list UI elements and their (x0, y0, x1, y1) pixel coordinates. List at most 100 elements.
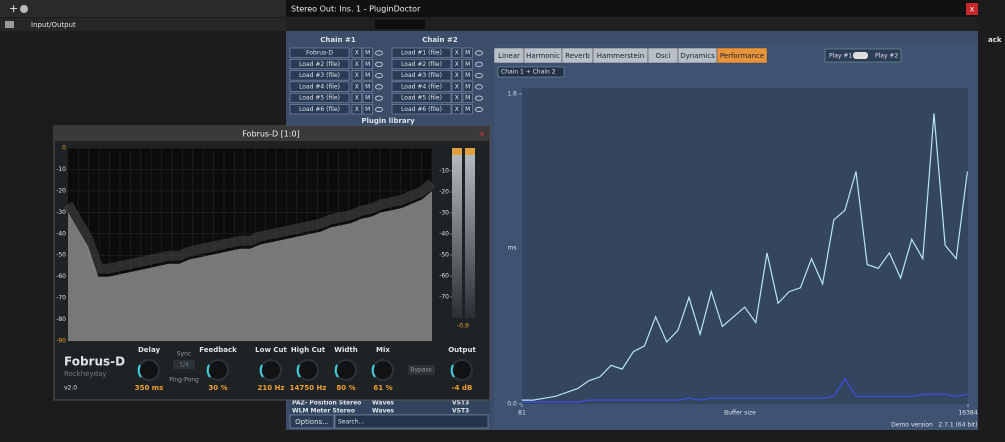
slot-toggle[interactable] (351, 59, 362, 70)
knob[interactable] (138, 359, 160, 381)
eye-icon[interactable] (375, 106, 383, 113)
slot-toggle[interactable] (462, 104, 473, 115)
slot-button[interactable] (391, 92, 452, 103)
knob[interactable] (451, 359, 473, 381)
graph-y-tick-label: 0.0 (507, 401, 517, 408)
slot-toggle[interactable] (362, 81, 373, 92)
slot-toggle[interactable] (451, 70, 462, 81)
slot-button[interactable] (289, 104, 350, 115)
slot-toggle[interactable] (451, 81, 462, 92)
eye-icon[interactable] (475, 73, 483, 79)
knob-value: -4 dB (452, 384, 473, 392)
eye-icon[interactable] (375, 73, 383, 79)
meter-tick-label: -60 (439, 273, 449, 280)
slot-label: Load #1 (file) (401, 50, 442, 57)
knob[interactable] (335, 359, 357, 381)
slot-button[interactable] (391, 81, 452, 92)
meter-tick-label: -50 (439, 252, 449, 259)
library-cell: VST3 (452, 400, 469, 407)
slot-button[interactable] (391, 104, 452, 115)
slot-toggle[interactable] (462, 92, 473, 103)
eye-icon[interactable] (475, 61, 483, 67)
knob[interactable] (207, 359, 229, 381)
track-row[interactable] (0, 18, 286, 31)
performance-line (522, 113, 968, 401)
slot-toggle-label: X (455, 61, 459, 68)
slot-toggle[interactable] (362, 92, 373, 103)
eye-icon[interactable] (475, 84, 483, 90)
slot-toggle[interactable] (451, 92, 462, 103)
knob-label: High Cut (291, 346, 326, 354)
slot-button[interactable] (289, 81, 350, 92)
chain-select[interactable] (497, 66, 565, 78)
options-label: Options... (295, 418, 329, 426)
slot-toggle[interactable] (362, 104, 373, 115)
eye-icon[interactable] (375, 50, 383, 56)
track-icon[interactable] (20, 5, 28, 13)
eye-icon[interactable] (375, 61, 383, 67)
slot-button[interactable] (289, 92, 350, 103)
slot-toggle-label: M (365, 50, 370, 57)
slot-toggle-label: X (355, 83, 359, 90)
slot-toggle[interactable] (451, 47, 462, 58)
slot-label: Load #5 (file) (401, 95, 442, 102)
bypass-button[interactable] (408, 365, 435, 375)
track-name: Input/Output (31, 21, 76, 29)
slot-toggle[interactable] (351, 70, 362, 81)
spectrum-y-tick-label: -80 (56, 316, 66, 323)
add-icon[interactable]: + (9, 2, 18, 15)
options-button[interactable] (289, 414, 335, 429)
slot-button[interactable] (391, 70, 452, 81)
slot-toggle[interactable] (462, 70, 473, 81)
meter-tick-label: -10 (439, 168, 449, 175)
slot-label: Load #3 (file) (299, 72, 340, 79)
library-list (290, 400, 490, 414)
fobrus-title: Fobrus-D [1:0] (242, 130, 300, 139)
slot-button[interactable] (391, 47, 452, 58)
slot-button[interactable] (289, 59, 350, 70)
slot-toggle[interactable] (351, 81, 362, 92)
slot-toggle[interactable] (462, 59, 473, 70)
spectrum-y-tick-label: -60 (56, 273, 66, 280)
slot-toggle-label: M (465, 95, 470, 102)
tab-label: Harmonic (526, 52, 560, 60)
slot-button[interactable] (289, 70, 350, 81)
fobrus-close[interactable]: × (479, 130, 486, 139)
eye-icon[interactable] (475, 50, 483, 56)
eye-icon[interactable] (375, 84, 383, 90)
slot-toggle[interactable] (362, 47, 373, 58)
knob[interactable] (372, 359, 394, 381)
sync-button[interactable] (173, 360, 195, 369)
slot-toggle[interactable] (351, 92, 362, 103)
search-field[interactable] (334, 414, 489, 429)
spectrum-y-tick-label: -50 (56, 252, 66, 259)
slot-button[interactable] (289, 47, 350, 58)
slot-toggle[interactable] (351, 47, 362, 58)
slot-button[interactable] (391, 59, 452, 70)
knob[interactable] (297, 359, 319, 381)
eye-icon[interactable] (475, 106, 483, 113)
slot-toggle[interactable] (451, 104, 462, 115)
eye-icon[interactable] (475, 95, 483, 101)
pd-close[interactable] (966, 3, 978, 15)
slot-toggle[interactable] (451, 59, 462, 70)
knob-value: 14750 Hz (290, 384, 327, 392)
knob-arc (206, 364, 211, 378)
eye-icon[interactable] (375, 95, 383, 101)
meter-clip (452, 148, 462, 155)
library-cell: PAZ- Position Stereo (292, 400, 361, 407)
knob[interactable] (260, 359, 282, 381)
slot-toggle[interactable] (462, 47, 473, 58)
slot-toggle-label: X (455, 95, 459, 102)
slot-toggle[interactable] (362, 70, 373, 81)
tab[interactable] (716, 47, 768, 64)
sync-mode: Ping-Pong (169, 377, 199, 384)
plugin-version: v2.0 (64, 385, 77, 392)
slot-toggle-label: X (455, 106, 459, 113)
slot-toggle[interactable] (351, 104, 362, 115)
slot-toggle[interactable] (362, 59, 373, 70)
play-toggle[interactable] (853, 52, 868, 59)
preset-field[interactable] (375, 20, 425, 29)
knob-arc (296, 364, 301, 378)
slot-toggle[interactable] (462, 81, 473, 92)
